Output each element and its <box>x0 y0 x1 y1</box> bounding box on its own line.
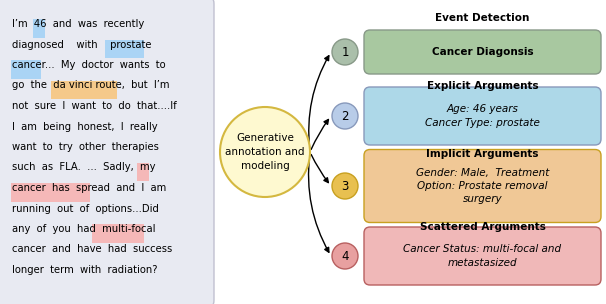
FancyBboxPatch shape <box>33 19 45 37</box>
Text: Implicit Arguments: Implicit Arguments <box>426 149 539 159</box>
FancyBboxPatch shape <box>51 81 117 99</box>
Circle shape <box>220 107 310 197</box>
Text: Event Detection: Event Detection <box>435 13 530 23</box>
Text: I’m  46  and  was  recently: I’m 46 and was recently <box>12 19 144 29</box>
Text: 4: 4 <box>341 250 348 262</box>
Text: Gender: Male,  Treatment
Option: Prostate removal
surgery: Gender: Male, Treatment Option: Prostate… <box>416 168 549 204</box>
Circle shape <box>332 39 358 65</box>
Text: cancer  has  spread  and  I  am: cancer has spread and I am <box>12 183 166 193</box>
Text: 1: 1 <box>341 46 348 58</box>
Text: cancer  and  have  had  success: cancer and have had success <box>12 244 172 254</box>
Text: not  sure  I  want  to  do  that....If: not sure I want to do that....If <box>12 101 177 111</box>
Text: longer  term  with  radiation?: longer term with radiation? <box>12 265 158 275</box>
Text: 3: 3 <box>341 179 348 192</box>
Text: any  of  you  had  multi-focal: any of you had multi-focal <box>12 224 156 234</box>
FancyBboxPatch shape <box>0 0 214 304</box>
FancyBboxPatch shape <box>92 224 144 243</box>
FancyBboxPatch shape <box>105 40 144 58</box>
Text: Scattered Arguments: Scattered Arguments <box>419 222 545 232</box>
FancyBboxPatch shape <box>364 227 601 285</box>
Text: such  as  FLA.  ...  Sadly,  my: such as FLA. ... Sadly, my <box>12 163 156 172</box>
Circle shape <box>332 103 358 129</box>
FancyBboxPatch shape <box>136 163 148 181</box>
Circle shape <box>332 243 358 269</box>
FancyBboxPatch shape <box>364 87 601 145</box>
FancyBboxPatch shape <box>10 60 41 78</box>
Text: Cancer Status: multi-focal and
metastasized: Cancer Status: multi-focal and metastasi… <box>404 244 562 268</box>
Text: 2: 2 <box>341 109 348 123</box>
FancyBboxPatch shape <box>10 183 90 202</box>
Text: Age: 46 years
Cancer Type: prostate: Age: 46 years Cancer Type: prostate <box>425 104 540 128</box>
Text: Explicit Arguments: Explicit Arguments <box>427 81 538 91</box>
Text: diagnosed    with    prostate: diagnosed with prostate <box>12 40 152 50</box>
FancyBboxPatch shape <box>364 150 601 223</box>
Text: want  to  try  other  therapies: want to try other therapies <box>12 142 159 152</box>
Text: cancer...  My  doctor  wants  to: cancer... My doctor wants to <box>12 60 165 70</box>
Text: running  out  of  options...Did: running out of options...Did <box>12 203 159 213</box>
Text: Generative
annotation and
modeling: Generative annotation and modeling <box>225 133 305 171</box>
Text: I  am  being  honest,  I  really: I am being honest, I really <box>12 122 158 132</box>
FancyBboxPatch shape <box>364 30 601 74</box>
Text: go  the  da vinci route,  but  I’m: go the da vinci route, but I’m <box>12 81 170 91</box>
Circle shape <box>332 173 358 199</box>
Text: Cancer Diagonsis: Cancer Diagonsis <box>431 47 533 57</box>
